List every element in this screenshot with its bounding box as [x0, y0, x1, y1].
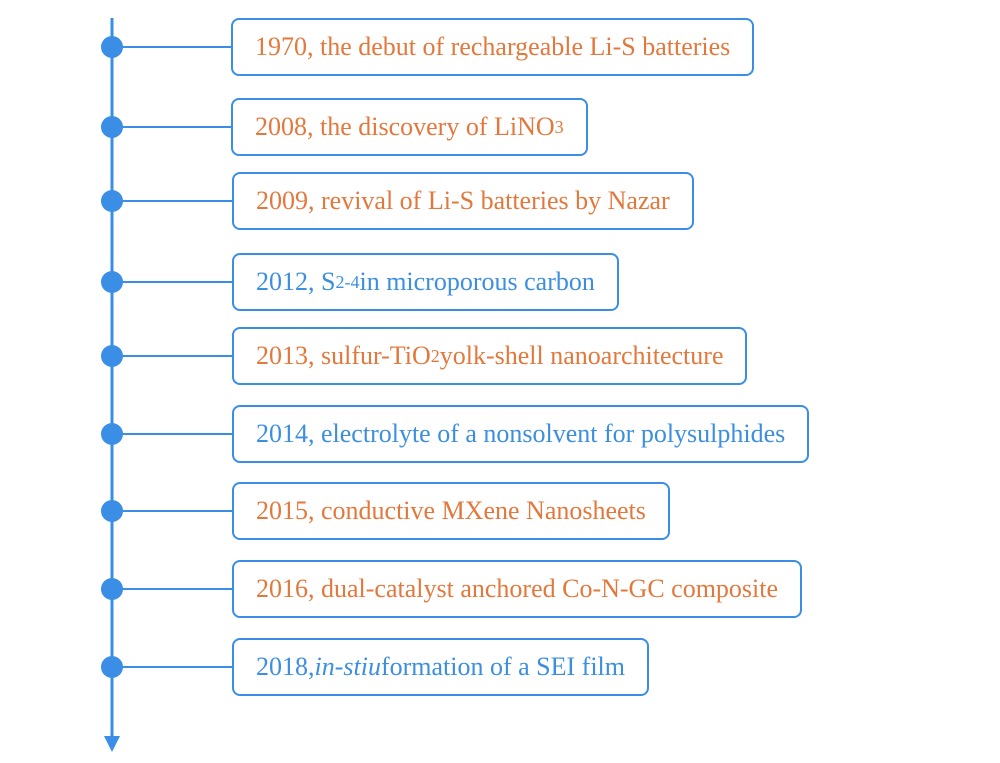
event-text: 2: [430, 345, 440, 366]
timeline-dot: [101, 578, 123, 600]
timeline-dot: [101, 656, 123, 678]
event-box: 2009, revival of Li-S batteries by Nazar: [232, 172, 694, 230]
event-text: in microporous carbon: [359, 267, 595, 296]
event-box: 2008, the discovery of LiNO 3: [231, 98, 588, 156]
event-box: 2012, S 2-4 in microporous carbon: [232, 253, 619, 311]
timeline-dot: [101, 500, 123, 522]
timeline-dot: [101, 116, 123, 138]
event-text: in-stiu: [314, 652, 381, 681]
axis-arrow: [104, 736, 120, 752]
timeline-dot: [101, 423, 123, 445]
event-box: 2016, dual-catalyst anchored Co-N-GC com…: [232, 560, 803, 618]
event-box: 2015, conductive MXene Nanosheets: [232, 482, 670, 540]
event-text: 2013, sulfur-TiO: [256, 341, 431, 370]
event-text: 2-4: [335, 271, 360, 292]
event-text: 2018,: [256, 652, 315, 681]
timeline-dot: [101, 271, 123, 293]
timeline-dot: [101, 190, 123, 212]
timeline-dot: [101, 36, 123, 58]
event-text: 2014, electrolyte of a nonsolvent for po…: [256, 419, 786, 448]
event-box: 2018, in-stiu formation of a SEI film: [232, 638, 650, 696]
event-text: 2015, conductive MXene Nanosheets: [256, 496, 646, 525]
event-box: 2013, sulfur-TiO 2 yolk-shell nanoarchite…: [232, 327, 748, 385]
event-box: 1970, the debut of rechargeable Li-S bat…: [231, 18, 755, 76]
event-text: yolk-shell nanoarchitecture: [439, 341, 724, 370]
event-text: 1970, the debut of rechargeable Li-S bat…: [255, 32, 731, 61]
event-text: 3: [554, 116, 564, 137]
event-text: 2016, dual-catalyst anchored Co-N-GC com…: [256, 574, 779, 603]
event-text: 2012, S: [256, 267, 336, 296]
event-text: formation of a SEI film: [380, 652, 626, 681]
timeline-dot: [101, 345, 123, 367]
event-box: 2014, electrolyte of a nonsolvent for po…: [232, 405, 810, 463]
event-text: 2009, revival of Li-S batteries by Nazar: [256, 186, 670, 215]
event-text: 2008, the discovery of LiNO: [255, 112, 555, 141]
